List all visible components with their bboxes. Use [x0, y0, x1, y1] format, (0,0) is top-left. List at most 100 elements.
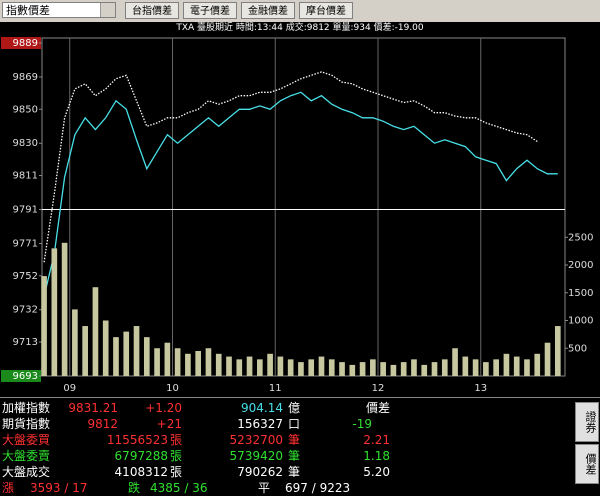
volume-bar	[390, 364, 397, 376]
value: 156327	[237, 417, 283, 431]
value: 1.18	[363, 449, 390, 463]
chart: 09 10 11 12 13 9693 9713 9732 9752 9771 9791 9811 98…	[1, 37, 593, 394]
y-tick-label: 9732	[13, 305, 38, 316]
y2-tick-label: 1500	[568, 288, 593, 299]
y-tick-label: 9869	[13, 72, 38, 83]
plot-frame	[41, 37, 566, 377]
volume-bar	[380, 362, 386, 376]
unit: 張	[170, 465, 183, 479]
unit: 億	[288, 401, 301, 415]
y-tick-label: 9752	[13, 271, 38, 282]
button[interactable]: 金融價差	[241, 2, 295, 19]
side-button[interactable]: 證券	[575, 402, 599, 442]
label: 跌	[128, 481, 141, 495]
volume-bar	[277, 356, 284, 376]
volume-bar	[61, 242, 68, 376]
x-tick-label: 11	[269, 383, 282, 394]
y-tick-label: 9889	[13, 38, 38, 49]
y-tick-label: 9713	[13, 337, 38, 348]
y-tick-label: 9791	[13, 205, 38, 216]
label: 期貨指數	[2, 417, 51, 431]
label: 大盤委賣	[2, 449, 51, 463]
volume-bar	[82, 326, 88, 376]
tick-highlight	[1, 37, 41, 49]
volume-bar	[72, 309, 78, 376]
volume-bar	[421, 364, 428, 376]
volume-bar	[359, 362, 366, 376]
y-tick-label: 9830	[13, 138, 38, 149]
label: 大盤成交	[2, 465, 51, 479]
value: 2.21	[363, 433, 390, 447]
value: 3593 / 17	[30, 481, 88, 495]
button[interactable]: 摩台價差	[299, 2, 353, 19]
y2-tick-label: 1000	[568, 316, 593, 327]
value: 5739420	[229, 449, 283, 463]
volume-bar	[298, 362, 304, 376]
value: +21	[156, 417, 182, 431]
value: 5.20	[363, 465, 390, 479]
volume-bar	[544, 342, 551, 376]
value: 904.14	[241, 401, 283, 415]
unit: 筆	[288, 433, 301, 447]
value: 4385 / 36	[150, 481, 208, 495]
volume-bar	[503, 353, 510, 376]
y-tick-label: 9771	[13, 238, 38, 249]
volume-bar	[102, 320, 109, 376]
volume-bar	[92, 287, 99, 376]
label: 大盤委買	[2, 433, 51, 447]
value: 價差	[365, 401, 390, 415]
volume-bar	[133, 326, 140, 376]
value: 9812	[87, 417, 118, 431]
info-line: TXA 臺股期近 時間:13:44 成交:9812 單量:934 價差:-19.…	[176, 23, 424, 33]
button[interactable]: 電子價差	[183, 2, 237, 19]
price-line	[43, 71, 538, 263]
volume-bar	[236, 359, 243, 376]
toolbar: 指數價差 台指價差 電子價差 金融價差 摩台價差	[0, 0, 600, 22]
y-tick-label: 9811	[13, 171, 38, 182]
value: 790262	[237, 465, 283, 479]
volume-bar	[164, 342, 171, 376]
volume-bar	[41, 276, 47, 376]
volume-bar	[431, 362, 438, 376]
value: 4108312	[114, 465, 168, 479]
quote-panel: 加權指數 9831.21 +1.20 904.14 億 價差 期貨指數 9812…	[0, 397, 600, 495]
side-button[interactable]: 價差	[575, 444, 599, 484]
volume-bar	[185, 353, 191, 376]
y-tick-label: 9693	[13, 371, 38, 382]
tick-highlight	[1, 370, 41, 382]
dropdown[interactable]: 指數價差	[2, 2, 116, 18]
volume-bar	[441, 359, 448, 376]
label: 平	[258, 481, 271, 495]
volume-bar	[524, 359, 530, 376]
unit: 張	[170, 433, 183, 447]
volume-bar	[123, 331, 130, 376]
volume-bar	[287, 359, 294, 376]
volume-bar	[493, 359, 499, 376]
unit: 張	[170, 449, 183, 463]
volume-bar	[267, 353, 273, 376]
volume-bar	[349, 364, 356, 376]
volume-bar	[174, 348, 181, 376]
volume-bar	[328, 359, 335, 376]
y2-tick-label: 2500	[568, 232, 593, 243]
x-tick-label: 10	[166, 383, 179, 394]
unit: 口	[288, 417, 301, 431]
volume-bar	[154, 348, 160, 376]
volume-bar	[339, 362, 345, 376]
x-tick-label: 12	[372, 383, 385, 394]
volume-bar	[257, 359, 263, 376]
volume-bar	[483, 362, 489, 376]
y2-tick-label: 2000	[568, 260, 593, 271]
y-tick-label: 9850	[13, 104, 38, 115]
value: +1.20	[145, 401, 182, 415]
value: 5232700	[229, 433, 283, 447]
value: 9831.21	[68, 401, 118, 415]
volume-bar	[113, 337, 119, 376]
volume-bar	[143, 337, 150, 376]
volume-bar	[472, 359, 479, 376]
volume-bar	[51, 248, 58, 376]
button[interactable]: 台指價差	[125, 2, 179, 19]
unit: 筆	[288, 465, 301, 479]
volume-bar	[205, 348, 212, 376]
